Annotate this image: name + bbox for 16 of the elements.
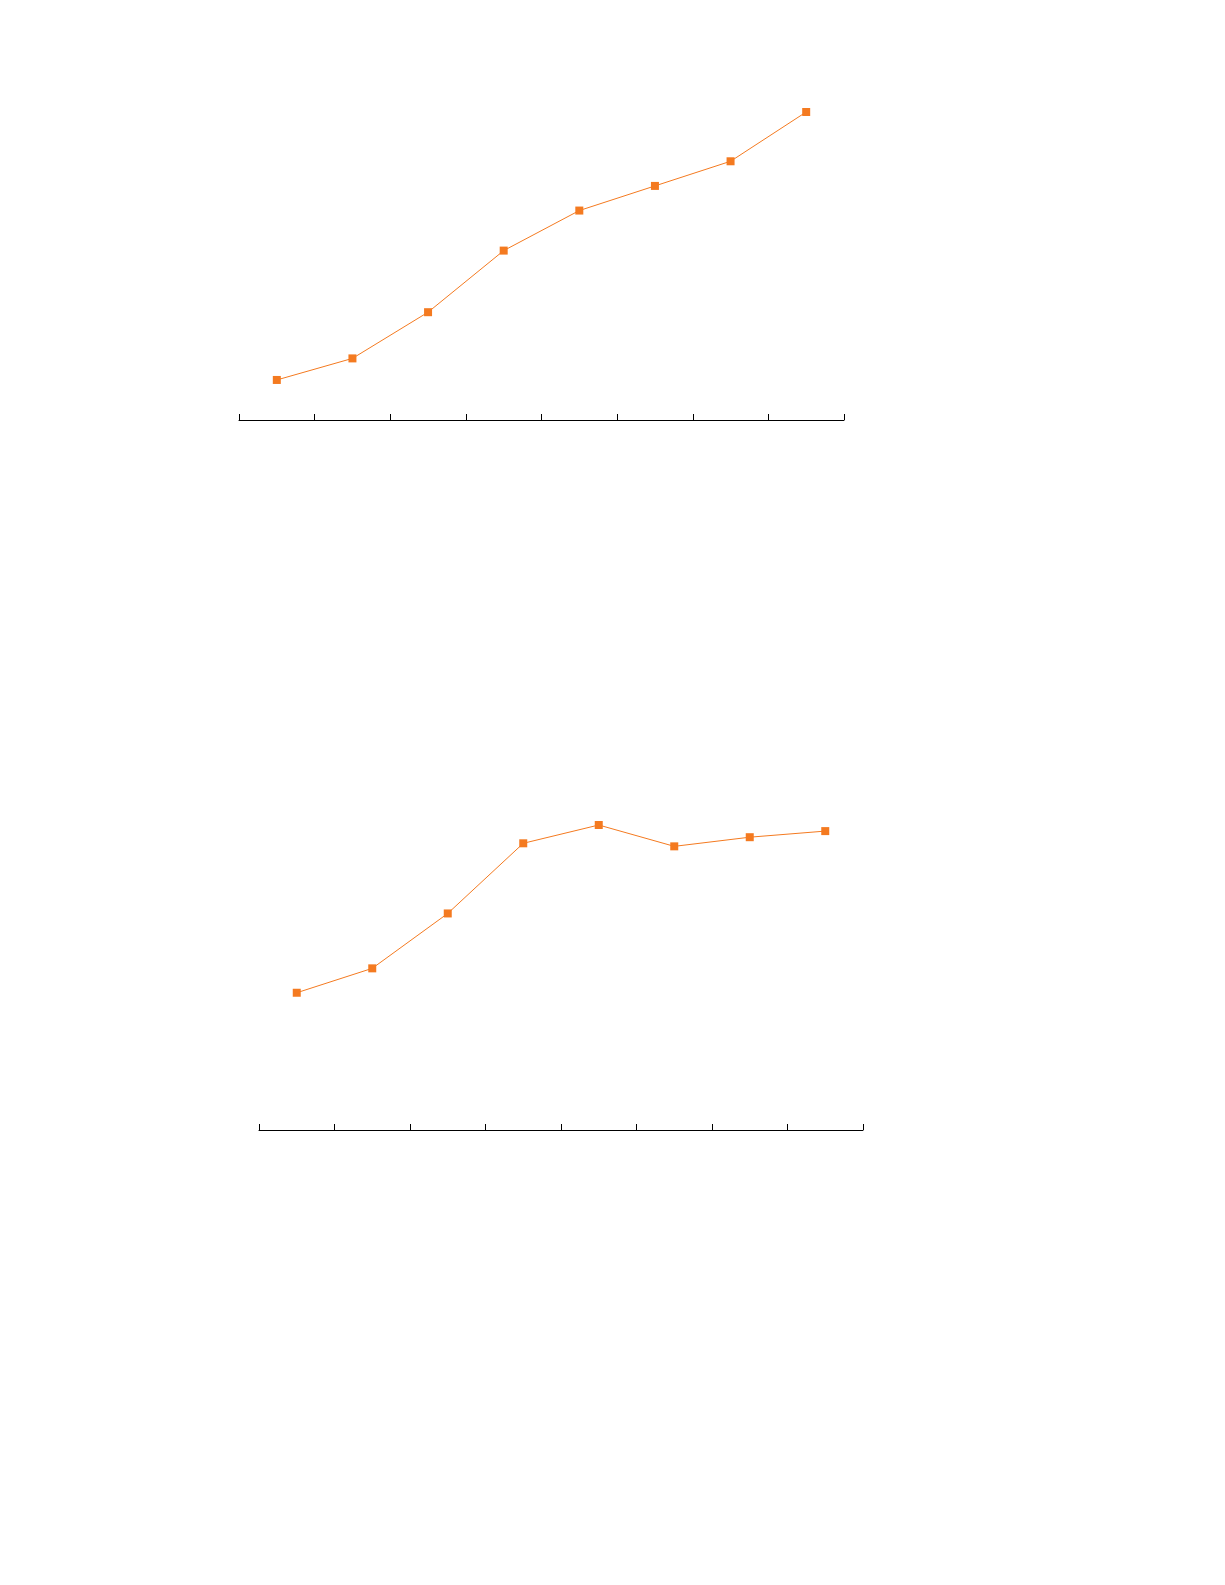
point xyxy=(519,839,528,848)
point xyxy=(348,354,357,363)
point xyxy=(272,375,281,384)
point xyxy=(499,246,508,255)
point xyxy=(594,821,603,829)
point xyxy=(575,206,584,215)
point xyxy=(726,157,735,166)
point xyxy=(650,181,659,190)
point xyxy=(670,842,679,851)
point xyxy=(368,964,377,973)
point xyxy=(424,308,433,317)
point xyxy=(292,988,301,997)
point xyxy=(745,833,754,842)
point xyxy=(802,108,811,116)
point xyxy=(821,827,830,836)
point xyxy=(443,909,452,918)
